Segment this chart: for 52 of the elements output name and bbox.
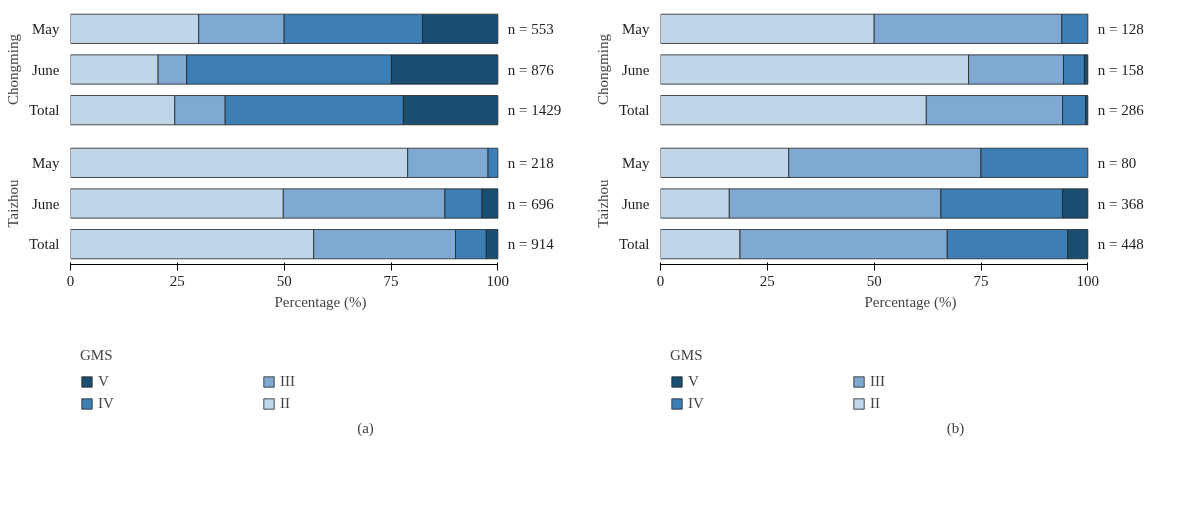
legend-label: III: [280, 372, 296, 390]
y-axis-title: Chongming: [594, 33, 611, 105]
x-tick-label: 25: [169, 272, 185, 289]
legend-label: IV: [98, 394, 115, 412]
x-tick-label: 50: [866, 272, 882, 289]
x-tick-label: 100: [486, 272, 510, 289]
text: n = 286: [1097, 102, 1145, 119]
x-axis-title: Percentage (%): [274, 293, 367, 311]
y-tick-label: June: [32, 61, 60, 78]
legend-title: GMS: [80, 347, 114, 364]
legend-label: III: [870, 372, 886, 390]
text: n = 876: [507, 61, 555, 78]
text: n = 914: [507, 236, 555, 253]
x-tick-label: 0: [656, 272, 665, 289]
y-tick-label: Total: [28, 102, 60, 119]
text: n = 368: [1097, 195, 1144, 212]
text: n = 218: [507, 154, 554, 171]
y-axis-title: Chongming: [4, 33, 21, 105]
legend-label: V: [98, 372, 110, 390]
y-tick-label: May: [32, 154, 60, 171]
y-tick-label: June: [32, 195, 60, 212]
y-tick-label: June: [622, 61, 650, 78]
x-tick-label: 75: [383, 272, 399, 289]
legend-label: IV: [688, 394, 705, 412]
text: n = 448: [1097, 236, 1144, 253]
x-tick-label: 0: [66, 272, 75, 289]
text: (a): [357, 419, 374, 437]
legend-title: GMS: [670, 347, 704, 364]
text: (b): [946, 419, 965, 437]
legend-label: V: [688, 372, 700, 390]
y-axis-title: Taizhou: [594, 178, 611, 228]
y-tick-label: May: [32, 20, 60, 37]
text: n = 80: [1097, 154, 1137, 171]
y-tick-label: Total: [28, 236, 60, 253]
y-tick-label: May: [622, 20, 650, 37]
text: n = 158: [1097, 61, 1144, 78]
x-axis-title: Percentage (%): [864, 293, 957, 311]
legend-label: II: [870, 394, 881, 412]
text: n = 1429: [507, 102, 562, 119]
text: n = 696: [507, 195, 555, 212]
y-axis-title: Taizhou: [4, 178, 21, 228]
y-tick-label: Total: [618, 236, 650, 253]
x-tick-label: 100: [1076, 272, 1100, 289]
text: n = 128: [1097, 20, 1144, 37]
x-tick-label: 50: [276, 272, 292, 289]
x-tick-label: 25: [759, 272, 775, 289]
legend-label: II: [280, 394, 291, 412]
x-tick-label: 75: [973, 272, 989, 289]
y-tick-label: May: [622, 154, 650, 171]
text: n = 553: [507, 20, 554, 37]
y-tick-label: June: [622, 195, 650, 212]
y-tick-label: Total: [618, 102, 650, 119]
